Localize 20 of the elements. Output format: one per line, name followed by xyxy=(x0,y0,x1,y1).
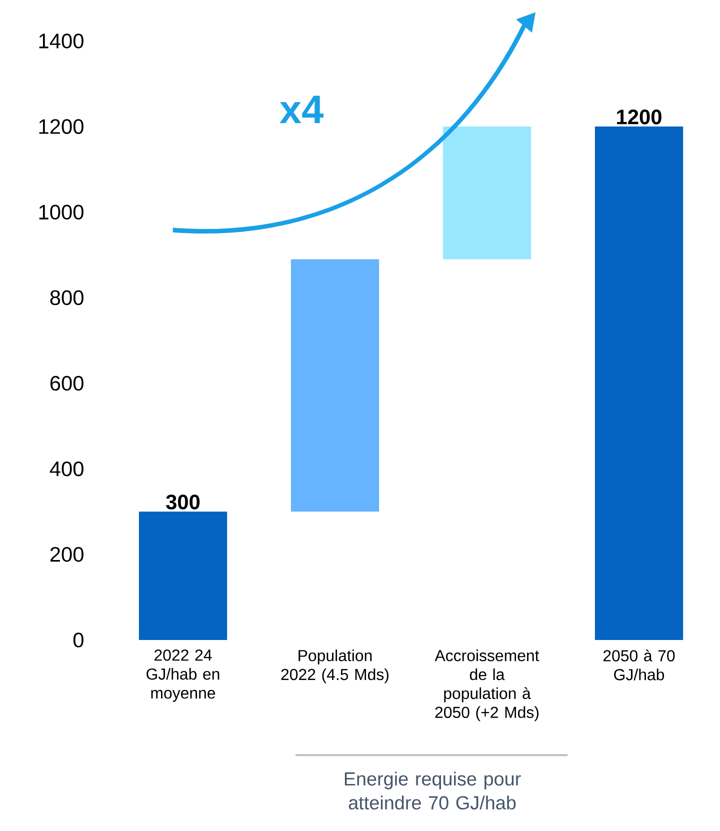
y-tick-label: 200 xyxy=(50,547,84,562)
y-tick-label: 0 xyxy=(73,632,84,648)
y-tick-label: 800 xyxy=(50,290,84,306)
bar xyxy=(138,512,228,640)
bar xyxy=(290,259,380,512)
y-tick-label: 600 xyxy=(50,376,84,391)
annotation: x4 xyxy=(280,96,324,124)
x-tick-label: 2050 à 70 GJ/hab xyxy=(603,650,675,680)
y-tick-label: 1000 xyxy=(39,204,84,220)
y-tick-label: 400 xyxy=(50,461,84,476)
x-tick-label: Population 2022 (4.5 Mds) xyxy=(281,650,388,684)
y-tick-label: 1200 xyxy=(39,119,84,134)
x-tick-label: Accroissement de la population à 2050 (+2 Mds) xyxy=(434,650,540,722)
data-label: 300 xyxy=(166,494,200,510)
text: Energie requise pour atteindre 70 GJ/hab xyxy=(344,772,521,810)
data-label: 1200 xyxy=(617,110,662,124)
bar xyxy=(442,126,532,260)
y-tick-label: 1400 xyxy=(39,34,84,48)
x-tick-label: 2022 24 GJ/hab en moyenne xyxy=(146,650,220,702)
bar xyxy=(594,126,684,640)
